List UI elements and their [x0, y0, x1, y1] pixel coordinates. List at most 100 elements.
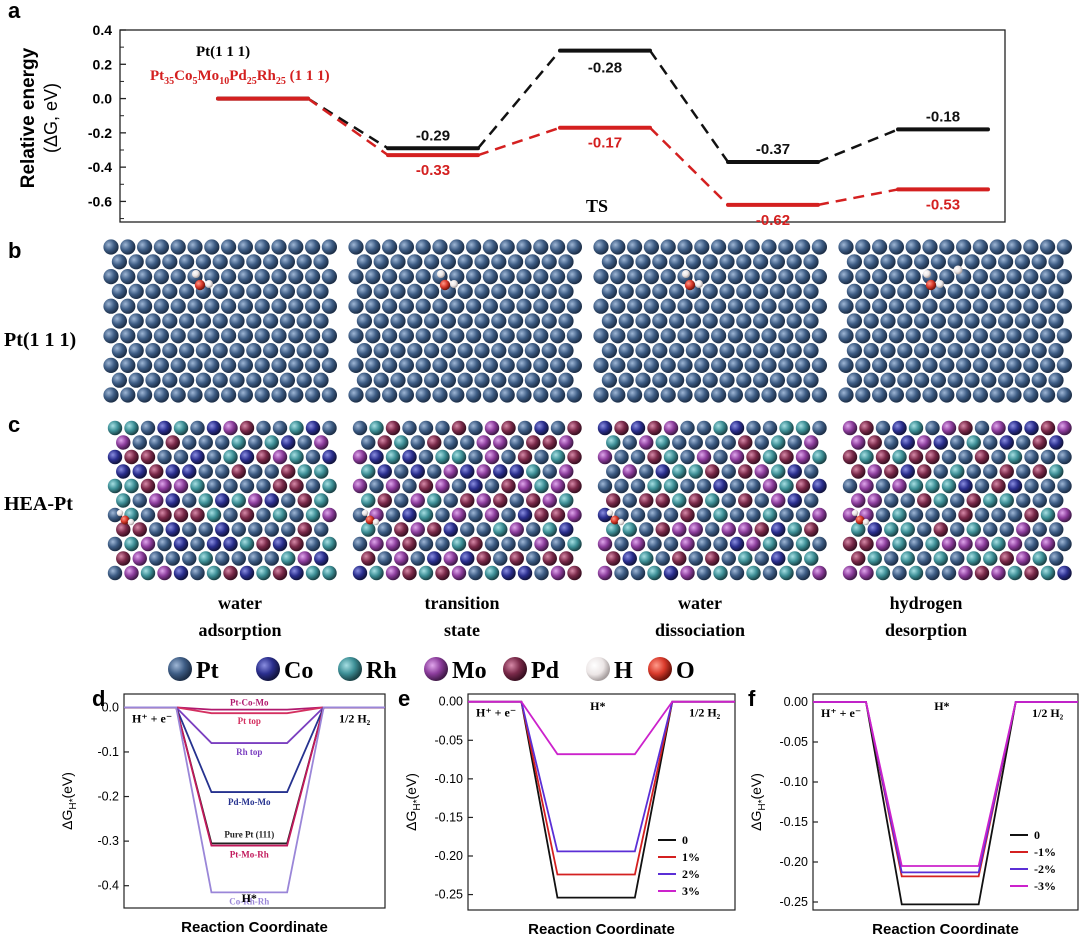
pt-atom	[566, 269, 583, 285]
pt-atom	[660, 298, 676, 314]
pt-atom	[964, 254, 980, 270]
pt-atom	[215, 435, 230, 450]
co-atom	[239, 565, 255, 581]
rh-atom	[606, 522, 621, 537]
pt-atom	[795, 507, 811, 523]
ytick-label: -0.2	[97, 790, 119, 804]
rh-atom	[762, 536, 778, 552]
atom-legend-label: Pd	[531, 658, 560, 684]
mo-atom	[116, 435, 131, 450]
pt-atom	[905, 328, 921, 344]
mo-atom	[917, 435, 932, 450]
pt-atom	[432, 298, 448, 314]
pt-atom	[190, 420, 205, 436]
top-label: H*	[934, 699, 949, 713]
pt-atom	[643, 357, 660, 373]
slab-images	[103, 239, 1072, 581]
h-atom	[923, 270, 931, 278]
mo-atom	[1040, 536, 1056, 552]
pt-atom	[1056, 357, 1072, 373]
mo-atom	[352, 449, 368, 465]
pt-atom	[875, 420, 891, 436]
pt-atom	[128, 254, 144, 270]
frame	[123, 693, 386, 909]
rh-atom	[647, 478, 662, 494]
pt-atom	[1006, 239, 1022, 255]
rh-atom	[771, 464, 786, 479]
panel-a-ytick-label: -0.4	[88, 159, 112, 175]
pt-atom	[905, 269, 921, 285]
rh-atom	[361, 522, 376, 537]
pt-atom	[753, 313, 769, 329]
pt-atom	[786, 313, 802, 329]
pt-atom	[365, 387, 381, 403]
pt-atom	[855, 298, 871, 314]
rh-atom	[107, 478, 123, 494]
pt-atom	[215, 551, 230, 566]
co-atom	[289, 565, 304, 581]
mo-atom	[297, 551, 312, 566]
pt-atom	[179, 343, 195, 359]
pt-atom	[390, 313, 406, 329]
legend-label: 0	[682, 833, 688, 847]
rh-atom	[394, 435, 409, 450]
pt-atom	[107, 565, 123, 581]
ylabel-unit: (eV)	[403, 773, 419, 799]
pt-atom	[263, 372, 279, 388]
rh-atom	[779, 478, 794, 494]
pt-atom	[373, 372, 389, 388]
pt-atom	[246, 254, 262, 270]
pt-atom	[897, 254, 913, 270]
mo-atom	[1016, 522, 1031, 537]
pt-atom	[566, 298, 583, 314]
pt-atom	[120, 357, 136, 373]
pt-atom	[407, 313, 423, 329]
panel-bc: b c Pt(1 1 1) HEA-Pt water adsorption tran…	[4, 238, 1072, 640]
pt-atom	[305, 328, 321, 344]
pt-atom	[1023, 357, 1039, 373]
rh-atom	[713, 565, 728, 581]
pt-atom	[153, 387, 169, 403]
pt-atom	[998, 283, 1014, 299]
pd-atom	[297, 493, 312, 508]
pt-atom	[795, 357, 811, 373]
pt-atom	[443, 435, 458, 450]
step-caption-line1: water	[218, 593, 262, 613]
mo-atom	[875, 536, 891, 552]
h-atom	[372, 518, 380, 526]
pt-atom	[618, 372, 634, 388]
pt-atom	[630, 478, 646, 494]
pd-atom	[451, 420, 467, 436]
co-atom	[157, 420, 172, 436]
pt-atom	[457, 372, 473, 388]
pt-atom	[474, 254, 490, 270]
rh-atom	[369, 420, 384, 436]
rh-atom	[933, 493, 948, 508]
pt-atom	[398, 357, 414, 373]
pt-atom	[778, 328, 794, 344]
pt-atom	[855, 328, 871, 344]
pt-atom	[402, 478, 417, 494]
rh-atom	[672, 493, 687, 508]
pt-atom	[128, 343, 144, 359]
pd-atom	[173, 507, 189, 523]
pt-atom	[630, 507, 646, 523]
pd-atom	[655, 522, 670, 537]
pd-atom	[999, 551, 1014, 566]
pt-atom	[149, 551, 164, 566]
pt-atom	[281, 522, 296, 537]
pt-atom	[643, 387, 660, 403]
pt-atom	[279, 254, 295, 270]
pt-atom	[778, 298, 794, 314]
pt-atom	[157, 449, 172, 465]
pt-atom	[991, 449, 1006, 465]
mo-atom	[639, 435, 654, 450]
pt-atom	[1049, 522, 1064, 537]
pt-atom	[314, 522, 329, 537]
co-atom	[460, 464, 475, 479]
mo-atom	[157, 565, 172, 581]
pt-atom	[972, 298, 989, 314]
pt-atom	[795, 565, 811, 581]
pt-atom	[313, 254, 329, 270]
pt-atom	[407, 343, 423, 359]
